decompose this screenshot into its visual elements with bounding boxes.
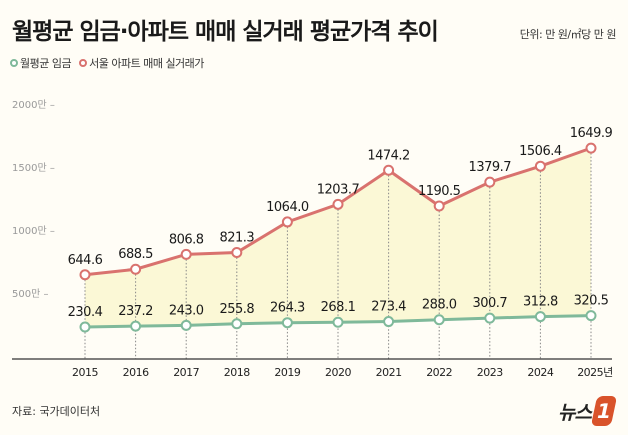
data-point <box>534 311 546 323</box>
news1-logo: 뉴스 1 <box>558 396 618 426</box>
x-tick-label: 2020 <box>325 366 351 379</box>
data-point <box>383 316 395 328</box>
data-point <box>585 142 597 154</box>
legend-label: 월평균 임금 <box>20 57 72 70</box>
data-label: 1190.5 <box>418 184 461 199</box>
data-label: 1474.2 <box>367 148 410 163</box>
data-label: 320.5 <box>574 294 609 309</box>
data-point <box>79 269 91 281</box>
source-note: 자료: 국가데이터처 <box>12 405 101 418</box>
data-point <box>231 318 243 330</box>
data-label: 821.3 <box>219 231 254 246</box>
data-label: 268.1 <box>321 300 356 315</box>
data-point <box>180 319 192 331</box>
legend-marker-icon <box>10 59 18 67</box>
data-label: 230.4 <box>68 305 103 320</box>
data-label: 300.7 <box>472 296 507 311</box>
x-tick-label: 2016 <box>123 366 149 379</box>
data-label: 806.8 <box>169 232 204 247</box>
x-tick-label: 2017 <box>173 366 199 379</box>
data-point <box>281 317 293 329</box>
data-point <box>484 312 496 324</box>
data-point <box>534 160 546 172</box>
data-label: 243.0 <box>169 303 204 318</box>
data-label: 688.5 <box>118 247 153 262</box>
unit-label: 단위: 만 원/㎡당 만 원 <box>519 28 617 41</box>
data-point <box>332 316 344 328</box>
data-point <box>383 164 395 176</box>
data-label: 264.3 <box>270 301 305 316</box>
data-point <box>281 216 293 228</box>
legend-item-apartment: 서울 아파트 매매 실거래가 <box>79 55 204 71</box>
x-tick-label: 2022 <box>426 366 452 379</box>
legend-label: 서울 아파트 매매 실거래가 <box>89 57 204 70</box>
data-label: 312.8 <box>523 295 558 310</box>
data-label: 1649.9 <box>570 126 613 141</box>
y-tick-label: 1000만 – <box>12 225 55 237</box>
data-point <box>130 320 142 332</box>
data-point <box>79 321 91 333</box>
x-tick-label: 2023 <box>477 366 503 379</box>
x-tick-label: 2019 <box>274 366 300 379</box>
y-tick-label: 500만 – <box>12 288 48 300</box>
data-point <box>484 176 496 188</box>
data-point <box>180 248 192 260</box>
legend-item-wage: 월평균 임금 <box>10 55 72 71</box>
legend: 월평균 임금 서울 아파트 매매 실거래가 <box>10 55 204 71</box>
data-label: 273.4 <box>371 300 406 315</box>
y-tick-label: 2000만 – <box>12 99 55 111</box>
data-label: 255.8 <box>219 302 254 317</box>
data-label: 288.0 <box>422 298 457 313</box>
data-label: 1203.7 <box>317 182 360 197</box>
y-tick-label: 1500만 – <box>12 162 55 174</box>
chart-title: 월평균 임금·아파트 매매 실거래 평균가격 추이 <box>12 19 439 45</box>
x-tick-label: 2015 <box>72 366 98 379</box>
data-point <box>332 198 344 210</box>
x-tick-label: 2025년 <box>577 366 613 379</box>
data-label: 1064.0 <box>266 200 309 215</box>
data-point <box>433 314 445 326</box>
data-label: 1506.4 <box>519 144 562 159</box>
data-point <box>585 310 597 322</box>
x-tick-label: 2021 <box>376 366 402 379</box>
data-label: 1379.7 <box>469 160 512 175</box>
data-point <box>433 200 445 212</box>
x-tick-label: 2018 <box>224 366 250 379</box>
data-label: 237.2 <box>118 304 153 319</box>
legend-marker-icon <box>79 59 88 67</box>
data-point <box>231 247 243 259</box>
data-label: 644.6 <box>68 253 103 268</box>
x-tick-label: 2024 <box>527 366 553 379</box>
data-point <box>130 263 142 275</box>
